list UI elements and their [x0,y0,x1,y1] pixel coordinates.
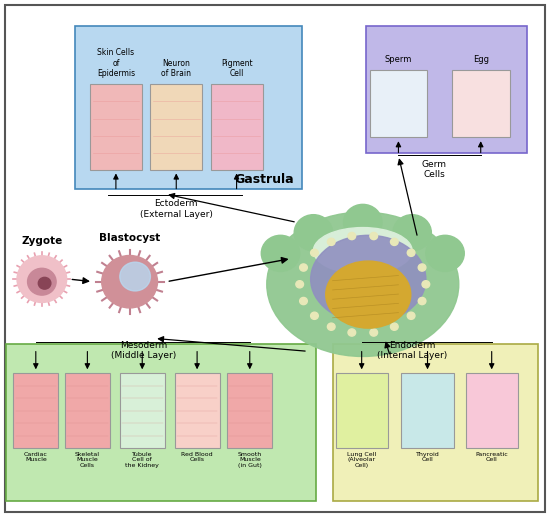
Circle shape [407,249,415,256]
Circle shape [311,249,318,256]
Circle shape [17,256,67,302]
Text: Zygote: Zygote [21,236,63,246]
Circle shape [418,264,426,271]
Circle shape [407,312,415,320]
Circle shape [348,233,356,240]
Circle shape [296,281,304,288]
FancyBboxPatch shape [6,344,316,501]
Circle shape [102,255,157,308]
FancyBboxPatch shape [333,344,538,501]
Circle shape [370,233,377,240]
Text: Smooth
Muscle
(in Gut): Smooth Muscle (in Gut) [238,451,262,468]
Ellipse shape [314,227,412,274]
Text: Pancreatic
Cell: Pancreatic Cell [475,451,508,462]
Text: Tubule
Cell of
the Kidney: Tubule Cell of the Kidney [125,451,159,468]
Text: Neuron
of Brain: Neuron of Brain [161,59,191,78]
FancyBboxPatch shape [150,84,202,170]
Text: Lung Cell
(Alveolar
Cell): Lung Cell (Alveolar Cell) [347,451,376,468]
FancyBboxPatch shape [13,373,58,448]
Text: Skeletal
Muscle
Cells: Skeletal Muscle Cells [75,451,100,468]
Text: Skin Cells
of
Epidermis: Skin Cells of Epidermis [97,49,135,78]
FancyBboxPatch shape [211,84,263,170]
FancyBboxPatch shape [336,373,388,448]
Circle shape [311,312,318,320]
Text: Ectoderm
(External Layer): Ectoderm (External Layer) [140,199,213,219]
Text: Sperm: Sperm [385,55,412,64]
Circle shape [327,238,335,246]
FancyBboxPatch shape [5,5,545,512]
Circle shape [426,235,464,271]
Circle shape [39,277,51,289]
Text: Thyroid
Cell: Thyroid Cell [416,451,439,462]
Circle shape [422,281,430,288]
FancyBboxPatch shape [90,84,142,170]
FancyBboxPatch shape [366,26,527,153]
Ellipse shape [267,212,459,356]
Circle shape [261,235,300,271]
FancyBboxPatch shape [370,70,427,138]
FancyBboxPatch shape [452,70,509,138]
Circle shape [300,264,307,271]
Text: Blastocyst: Blastocyst [99,233,160,242]
Text: Cardiac
Muscle: Cardiac Muscle [24,451,48,462]
Ellipse shape [311,235,426,323]
FancyBboxPatch shape [65,373,110,448]
Circle shape [28,268,56,295]
FancyBboxPatch shape [466,373,518,448]
Circle shape [344,204,382,240]
FancyBboxPatch shape [120,373,165,448]
FancyBboxPatch shape [75,26,302,189]
Circle shape [418,297,426,305]
Text: Red Blood
Cells: Red Blood Cells [182,451,213,462]
Ellipse shape [326,261,411,328]
FancyBboxPatch shape [402,373,454,448]
Text: Mesoderm
(Middle Layer): Mesoderm (Middle Layer) [111,341,176,360]
Circle shape [390,323,398,330]
Circle shape [370,329,377,336]
Circle shape [393,215,431,251]
Text: Pigment
Cell: Pigment Cell [221,59,252,78]
Text: Germ
Cells: Germ Cells [422,160,447,179]
Circle shape [327,323,335,330]
Text: Gastrula: Gastrula [234,173,294,186]
Text: Endoderm
(Internal Layer): Endoderm (Internal Layer) [377,341,447,360]
FancyBboxPatch shape [174,373,219,448]
Circle shape [294,215,333,251]
FancyBboxPatch shape [227,373,272,448]
Text: Egg: Egg [473,55,489,64]
Circle shape [300,297,307,305]
Circle shape [348,329,356,336]
Circle shape [390,238,398,246]
Circle shape [120,262,150,291]
